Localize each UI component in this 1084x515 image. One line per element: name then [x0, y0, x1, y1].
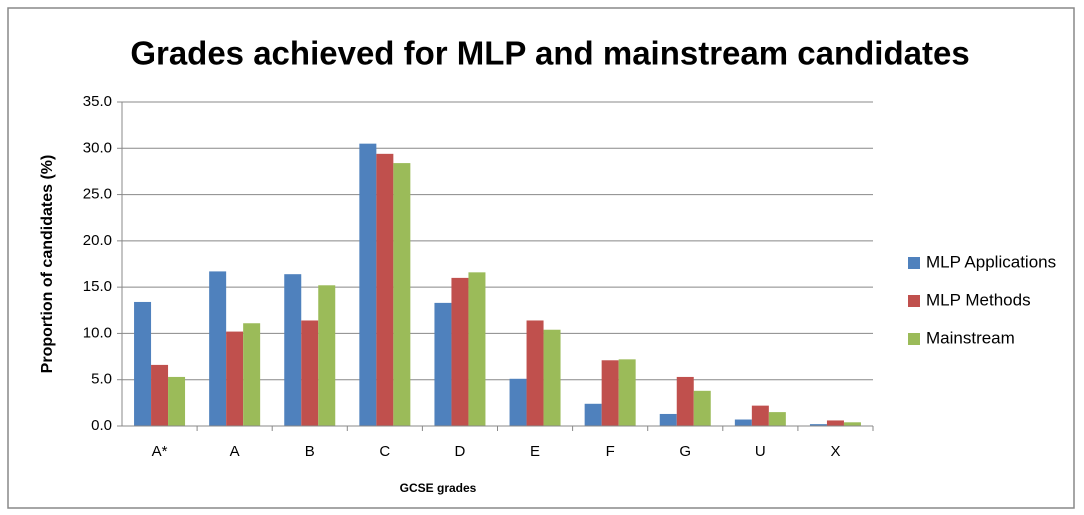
bar [543, 329, 561, 426]
bar [209, 271, 227, 426]
legend-label: MLP Applications [926, 252, 1056, 271]
bar [434, 302, 452, 426]
bar [768, 412, 786, 426]
x-tick-label: G [679, 443, 691, 460]
legend-swatch [908, 257, 920, 269]
bar [451, 277, 469, 426]
bar [468, 272, 486, 426]
chart-title: Grades achieved for MLP and mainstream c… [130, 35, 969, 72]
y-tick-label: 25.0 [83, 186, 112, 203]
bar [843, 422, 861, 426]
bar [809, 424, 827, 426]
y-tick-label: 35.0 [83, 93, 112, 110]
y-tick-label: 30.0 [83, 139, 112, 156]
y-axis-label: Proportion of candidates (%) [39, 155, 56, 374]
legend-swatch [908, 295, 920, 307]
bar [243, 323, 261, 426]
bar [734, 419, 752, 426]
legend-swatch [908, 333, 920, 345]
bar [659, 413, 677, 426]
x-tick-label: A [230, 443, 240, 460]
bar [693, 390, 711, 426]
bar [826, 420, 844, 426]
y-tick-label: 15.0 [83, 278, 112, 295]
y-tick-label: 5.0 [91, 371, 112, 388]
bar [526, 320, 544, 426]
bar [284, 274, 302, 426]
bar [393, 163, 411, 426]
bar [618, 359, 636, 426]
x-tick-label: A* [152, 443, 168, 460]
bar [376, 153, 394, 426]
bar [751, 405, 769, 426]
bar [359, 143, 377, 426]
legend-label: Mainstream [926, 328, 1015, 347]
bar [226, 331, 244, 426]
y-tick-label: 10.0 [83, 324, 112, 341]
x-tick-label: B [305, 443, 315, 460]
x-tick-label: F [606, 443, 615, 460]
x-tick-label: D [455, 443, 466, 460]
x-tick-label: E [530, 443, 540, 460]
bar [676, 376, 694, 426]
bar [318, 285, 336, 426]
bar [509, 378, 527, 426]
x-axis-label: GCSE grades [400, 481, 477, 495]
y-tick-label: 0.0 [91, 417, 112, 434]
x-tick-label: U [755, 443, 766, 460]
y-tick-label: 20.0 [83, 232, 112, 249]
bar [151, 364, 169, 426]
x-tick-label: X [830, 443, 840, 460]
bar [168, 376, 186, 426]
bar [301, 320, 319, 426]
bar [601, 360, 619, 426]
bar [134, 301, 152, 426]
bar [584, 403, 602, 426]
legend-label: MLP Methods [926, 290, 1031, 309]
x-tick-label: C [379, 443, 390, 460]
